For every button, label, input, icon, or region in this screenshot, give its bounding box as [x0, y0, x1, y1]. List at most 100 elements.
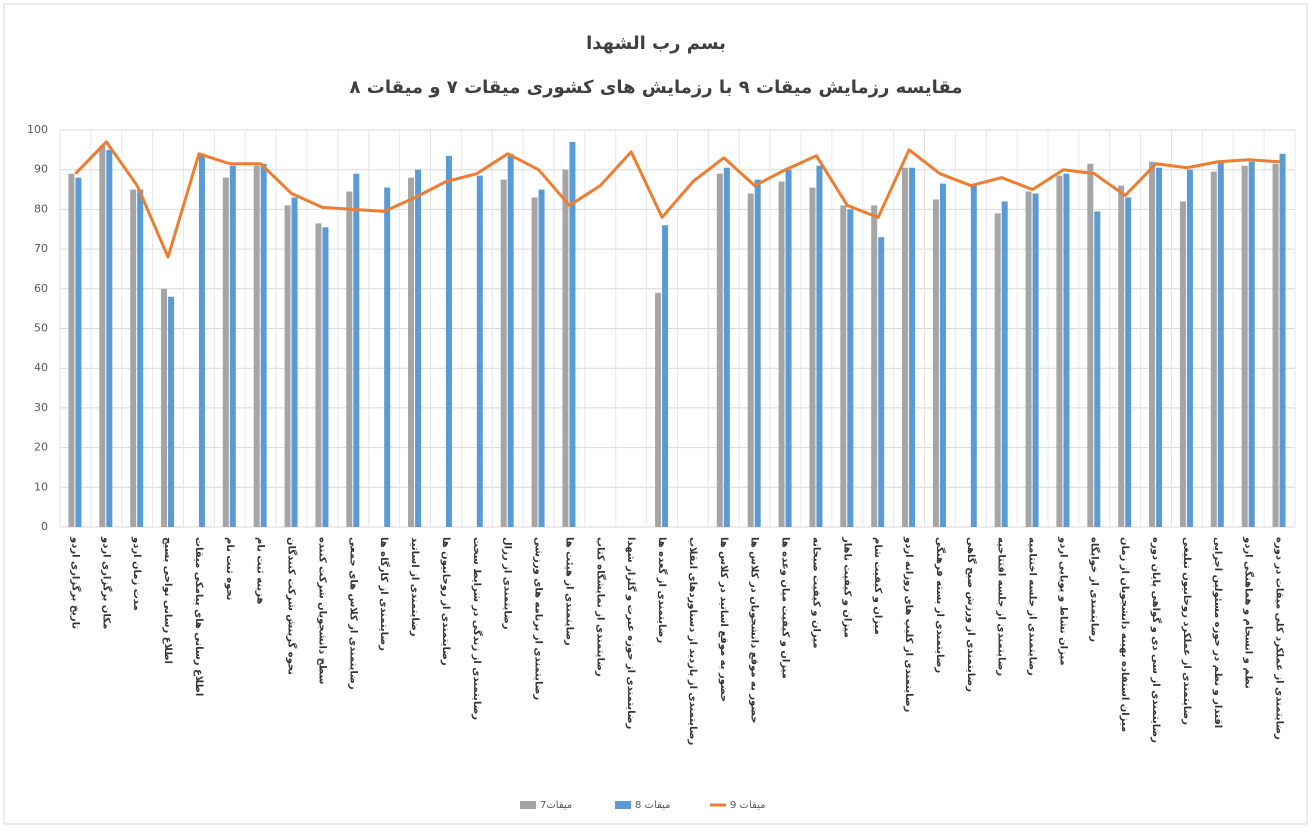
bar: [500, 179, 507, 527]
legend-label: میقات7: [540, 800, 572, 811]
bar: [353, 173, 360, 528]
x-tick-label: حضور به موقع اساتید در کلاس ها: [718, 537, 729, 702]
bar: [778, 181, 785, 528]
bar: [1094, 211, 1101, 527]
bar: [871, 205, 878, 527]
x-tick-label: رضایتمندی از هیئت ها: [563, 537, 574, 646]
x-tick-label: رضایتمندی از بازدید از دستاوردهای انقلاب: [687, 537, 698, 745]
y-tick-label: 60: [34, 282, 48, 295]
legend-swatch: [520, 801, 536, 809]
x-tick-label: رضایتمندی از بسته فرهنگی: [934, 537, 947, 673]
bar: [315, 223, 322, 528]
bar: [932, 199, 939, 527]
x-tick-label: رضایتمندی از کارگاه ها: [378, 537, 391, 651]
bar: [1186, 169, 1193, 527]
bar: [198, 153, 205, 527]
bar: [1025, 191, 1032, 527]
bar: [260, 163, 267, 527]
x-tick-label: نحوه گزینش شرکت کنندگان: [286, 537, 299, 675]
bar: [284, 205, 291, 527]
bar: [99, 145, 106, 527]
x-tick-label: رضایتمندی از جلسه افتتاحیه: [996, 537, 1007, 676]
legend-label: میقات 9: [730, 800, 765, 811]
bar: [878, 237, 885, 527]
bar: [1125, 197, 1132, 528]
bar: [1063, 173, 1070, 528]
bar: [1248, 161, 1255, 527]
bar: [562, 169, 569, 527]
bar: [137, 189, 144, 528]
x-tick-label: رضایتمندی از گعده ها: [656, 537, 669, 643]
x-tick-label: رضایتمندی از روحانیون ها: [440, 537, 451, 666]
bar: [754, 179, 761, 527]
x-tick-label: میزان نشاط و پویایی اردو: [1057, 536, 1068, 666]
y-tick-label: 0: [41, 520, 48, 533]
x-tick-label: اطلاع رسانی های پیامکی میقات: [193, 537, 204, 696]
bar: [106, 149, 113, 527]
bar: [723, 167, 730, 527]
bar: [1087, 163, 1094, 527]
bar: [222, 177, 229, 527]
bar: [291, 197, 298, 528]
x-tick-label: رضایتمندی از خوابگاه: [1088, 537, 1101, 642]
x-tick-label: حضور به موقع دانشجویان در کلاس ها: [749, 537, 760, 723]
bar: [1156, 167, 1163, 527]
y-tick-label: 10: [34, 480, 48, 493]
x-tick-label: رضایتمندی از زندگی در شرایط سخت: [471, 537, 484, 720]
x-tick-label: رضایتمندی از سی دی و گواهی پایان دوره: [1150, 537, 1163, 743]
bar: [1241, 165, 1248, 528]
bar: [253, 165, 260, 528]
x-tick-label: سطح دانشجویان شرکت کننده: [316, 537, 327, 685]
bar: [1279, 153, 1286, 527]
x-tick-label: میزان و کیفیت صبحانه: [810, 537, 821, 648]
bar: [939, 183, 946, 527]
bar: [168, 296, 175, 527]
chart-title: بسم رب الشهدا: [586, 33, 726, 54]
line: [74, 140, 1280, 259]
bar: [716, 173, 723, 528]
x-tick-label: رضایتمندی از برنامه های ورزشی: [533, 537, 544, 700]
y-tick-label: 100: [27, 123, 48, 136]
x-tick-label: رضایتمندی از کلاس های جمعی: [347, 537, 358, 690]
bar: [531, 197, 538, 528]
x-tick-label: رضایتمندی از اساتید: [409, 537, 420, 637]
bar: [747, 193, 754, 527]
bar: [322, 227, 329, 527]
bar: [507, 153, 514, 527]
x-tick-label: رضایتمندی از کلیپ های روزانه اردو: [903, 536, 914, 713]
x-tick-label: اطلاع رسانی نواحی بسیج: [162, 537, 173, 664]
y-tick-label: 90: [34, 163, 48, 176]
bar: [1210, 171, 1217, 527]
x-tick-label: رضایتمندی از عملکرد روحانیون تبلیغی: [1181, 537, 1192, 725]
legend-swatch: [615, 801, 631, 809]
x-tick-label: نظم و انسجام و هماهنگی اردو: [1243, 536, 1256, 689]
x-tick-label: رضایتمندی از عملکرد کلی میقات در دوره: [1274, 537, 1285, 740]
bar: [662, 225, 669, 527]
bar: [909, 167, 916, 527]
x-tick-label: رضایتمندی از رزال: [502, 537, 513, 630]
y-tick-label: 50: [34, 322, 48, 335]
bar: [655, 292, 662, 527]
y-tick-label: 70: [34, 242, 48, 255]
bar: [970, 185, 977, 527]
bar: [1272, 163, 1279, 527]
x-tick-label: میزان و کیفیت میان وعده ها: [780, 537, 791, 679]
bar: [569, 141, 576, 527]
x-tick-label: هزینه ثبت نام: [255, 537, 266, 604]
bar: [229, 165, 236, 528]
x-tick-label: رضایتمندی از جلسه اختتامیه: [1027, 537, 1038, 676]
legend-label: میقات 8: [635, 800, 670, 811]
bar: [1032, 193, 1039, 527]
bar: [1149, 161, 1156, 527]
x-tick-label: میزان استفاده بهینه دانشجویان از زمان: [1119, 537, 1130, 732]
bar: [1179, 201, 1186, 527]
x-tick-label: رضایتمندی از نمایشگاه کتاب: [594, 537, 607, 677]
bar: [346, 191, 353, 527]
y-tick-label: 40: [34, 361, 48, 374]
x-tick-label: میزان و کیفیت شام: [872, 537, 883, 635]
x-tick-label: اقتدار و نظم در حوزه مسئولین اجرایی: [1212, 537, 1223, 728]
bar: [75, 177, 82, 527]
bar: [809, 187, 816, 527]
y-tick-label: 80: [34, 202, 48, 215]
